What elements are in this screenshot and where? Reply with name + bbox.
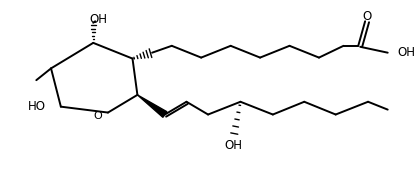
Text: OH: OH <box>397 46 415 59</box>
Text: O: O <box>94 111 103 121</box>
Text: O: O <box>362 10 372 23</box>
Polygon shape <box>138 95 167 117</box>
Text: OH: OH <box>225 139 243 152</box>
Text: OH: OH <box>89 13 107 26</box>
Text: HO: HO <box>28 100 45 113</box>
